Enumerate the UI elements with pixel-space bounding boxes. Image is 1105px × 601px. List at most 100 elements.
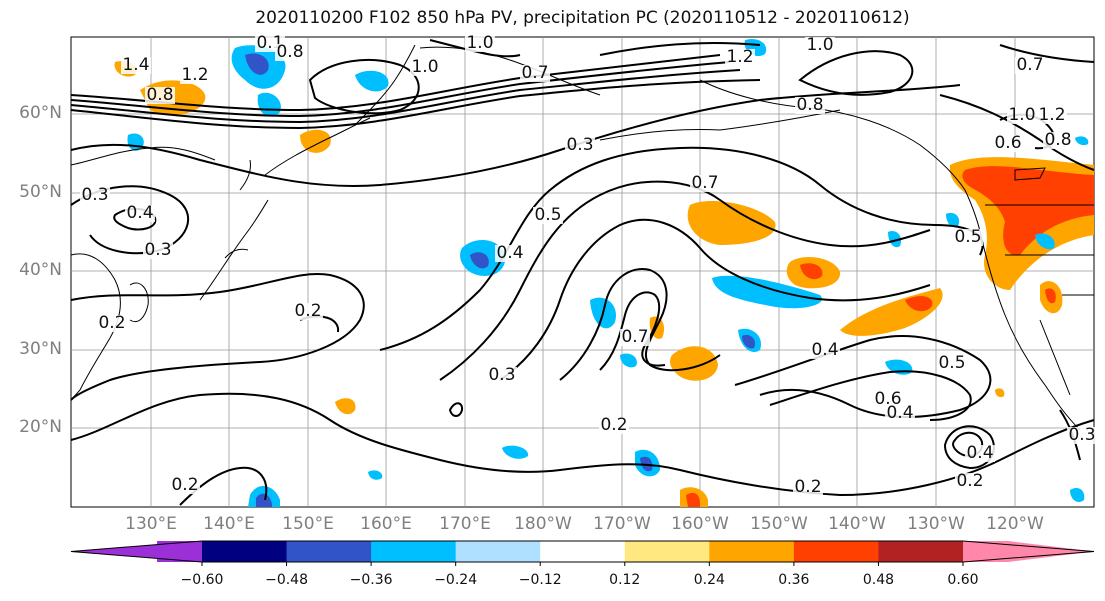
shade-neg <box>470 252 489 269</box>
contour-label-bg <box>143 242 173 259</box>
contour-label-bg <box>795 97 825 114</box>
pv-contour <box>939 94 1095 171</box>
contour-label: 0.4 <box>966 443 993 463</box>
contour-label-bg <box>810 342 840 359</box>
shade-neg <box>1075 136 1089 146</box>
lon-label: 150°W <box>750 514 808 534</box>
contour-label-bg <box>97 315 127 332</box>
lat-label: 20°N <box>19 417 62 437</box>
contour-label: 0.4 <box>886 403 913 423</box>
shade-neg <box>368 470 383 480</box>
contour-label-bg <box>533 207 563 224</box>
lon-label: 130°E <box>125 514 177 534</box>
lon-label: 130°W <box>907 514 965 534</box>
pv-contour <box>70 69 741 124</box>
contour-label: 0.8 <box>146 85 173 105</box>
contour-label: 0.3 <box>1068 425 1095 445</box>
contour-label-bg <box>145 87 175 104</box>
shade-neg <box>502 445 529 459</box>
colorbar-tick-label: 0.24 <box>693 572 725 588</box>
contour-label-bg <box>805 37 835 54</box>
asia-coast <box>70 253 121 401</box>
contour-label-bg <box>275 44 305 61</box>
lat-label: 30°N <box>19 339 62 359</box>
japan-coast <box>199 199 269 301</box>
colorbar-tick-label: −0.24 <box>434 572 478 588</box>
contour-label-bg <box>410 59 440 76</box>
colorbar-tick-label: 0.12 <box>609 572 641 588</box>
contour-label-bg <box>1043 132 1073 149</box>
colorbar-tick-label: −0.12 <box>518 572 562 588</box>
lon-label: 140°E <box>203 514 255 534</box>
colorbar-swatch-high <box>963 541 1009 562</box>
colorbar-tick-label: −0.36 <box>349 572 393 588</box>
shade-pos <box>1045 288 1056 304</box>
pv-contour <box>559 268 721 381</box>
contour-label: 0.7 <box>621 327 648 347</box>
contour-label: 0.7 <box>1016 55 1043 75</box>
lon-label: 160°W <box>671 514 729 534</box>
pv-contour <box>798 50 914 96</box>
colorbar-tick-label: −0.48 <box>265 572 308 588</box>
contour-label: 0.4 <box>496 243 523 263</box>
contour-label-bg <box>599 417 629 434</box>
contour-label: 0.2 <box>956 471 983 491</box>
contour-label: 0.8 <box>796 95 823 115</box>
lat-label: 40°N <box>19 260 62 280</box>
kamchatka-coast <box>354 44 416 126</box>
contour-label-bg <box>1067 427 1097 444</box>
colorbar-tick-label: 0.60 <box>947 572 979 588</box>
pv-contour <box>499 218 931 381</box>
shade-pos <box>687 201 776 245</box>
colorbar-swatch <box>793 541 879 562</box>
shade-neg <box>245 53 269 75</box>
contour-label-bg <box>793 479 823 496</box>
contour-label-bg <box>1015 57 1045 74</box>
shade-pos <box>686 492 700 507</box>
shade-neg <box>1035 233 1055 250</box>
shade-neg <box>1070 488 1085 502</box>
contour-label-bg <box>955 473 985 490</box>
contour-label: 0.7 <box>691 173 718 193</box>
shade-pos <box>670 346 718 381</box>
contour-label: 0.2 <box>98 313 125 333</box>
shade-neg <box>888 230 902 248</box>
pv-contour <box>999 44 1095 63</box>
colorbar-swatch <box>202 541 288 562</box>
pv-contour <box>769 370 972 421</box>
contour-label-bg <box>873 391 903 408</box>
contour-label-bg <box>937 355 967 372</box>
contour-label: 0.8 <box>276 42 303 62</box>
contour-label-bg <box>520 65 550 82</box>
contour-label-bg <box>993 135 1023 152</box>
pv-contour <box>599 42 761 56</box>
lon-label: 150°E <box>282 514 334 534</box>
colorbar-swatch <box>286 541 372 562</box>
contour-label-bg <box>293 303 323 320</box>
lon-label: 180°W <box>514 514 572 534</box>
shade-neg <box>355 70 389 92</box>
contour-label-bg <box>121 57 151 74</box>
contour-label: 1.0 <box>806 35 833 55</box>
graticule <box>71 37 1094 507</box>
pv-contour <box>379 146 984 351</box>
shade-neg <box>712 275 822 309</box>
lon-label: 160°E <box>360 514 412 534</box>
contour-label: 0.8 <box>1044 130 1071 150</box>
colorbar-swatch-low <box>157 541 202 562</box>
contour-label: 1.0 <box>466 33 493 53</box>
shade-neg <box>742 334 756 349</box>
contour-label-bg <box>465 35 495 52</box>
colorbar-swatch <box>371 541 457 562</box>
pv-contour <box>70 79 761 130</box>
contour-label-bg <box>725 49 755 66</box>
contour-label: 0.3 <box>81 185 108 205</box>
colorbar-swatch <box>878 541 964 562</box>
pv-contour <box>308 59 420 115</box>
shade-pos <box>800 263 823 280</box>
colorbar <box>70 540 1095 566</box>
alaska-coast <box>699 79 966 191</box>
lat-label: 60°N <box>19 103 62 123</box>
colorbar-tick-label: −0.60 <box>180 572 224 588</box>
contour-label: 1.0 <box>1008 105 1035 125</box>
